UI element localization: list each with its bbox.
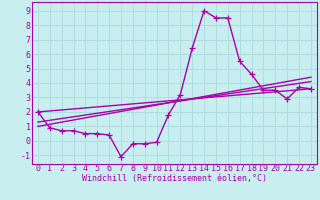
X-axis label: Windchill (Refroidissement éolien,°C): Windchill (Refroidissement éolien,°C)	[82, 174, 267, 183]
